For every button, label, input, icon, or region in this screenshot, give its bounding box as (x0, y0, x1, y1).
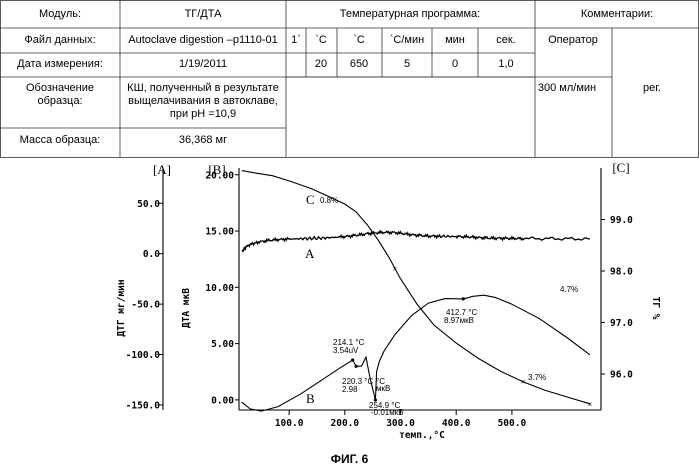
right-tick-label: 96.0 (610, 369, 633, 380)
table-grid (0, 0, 699, 158)
program-header-3: `C (353, 34, 365, 47)
series-line-b (242, 295, 590, 411)
x-tick-label: 100.0 (275, 418, 304, 429)
series-line-c (242, 171, 590, 404)
right-tick-label: 99.0 (610, 215, 633, 226)
left-tick-label: 0.0 (143, 249, 160, 260)
sample-info-table: Модуль: ТГ/ДТА Температурная программа: … (0, 0, 699, 158)
annotation-min-val: -0.01мкВ (371, 408, 404, 417)
x-tick-label: 300.0 (386, 418, 415, 429)
program-value-2: 650 (350, 58, 368, 71)
x-tick-label: 200.0 (331, 418, 360, 429)
annotation-tg-3-7: 3.7% (528, 373, 546, 382)
program-header-1: 1` (291, 34, 301, 47)
panel-label-c: [C] (612, 160, 629, 175)
mid-tick-label: 5.00 (211, 339, 234, 350)
panel-label-b: [B] (208, 162, 225, 177)
measure-date-value: 1/19/2011 (179, 58, 227, 71)
tg-marker: × (588, 400, 593, 409)
program-value-4: 0 (452, 58, 458, 71)
peak-marker (355, 365, 358, 368)
thermal-analysis-chart: 100.0 200.0 300.0 400.0 500.0 50.0 0.0 -50.0 -10… (0, 158, 699, 470)
annotation-tg-4-7: 4.7% (560, 285, 578, 294)
x-axis-title: темп.,°С (399, 430, 445, 441)
annotation-peak1-val: 3.54uV (333, 346, 359, 355)
right-axis-title: ТГ % (650, 297, 661, 320)
mid-axis-title: ДТА мкВ (181, 288, 192, 328)
peak-marker (351, 358, 354, 361)
curve-label-c: C (306, 192, 315, 207)
module-value: ТГ/ДТА (185, 8, 222, 21)
mass-label: Масса образца: (20, 134, 101, 147)
reg-value: рег. (643, 82, 661, 95)
series-line-a (242, 231, 590, 251)
figure-caption: ФИГ. 6 (0, 452, 699, 466)
chart-svg: 100.0 200.0 300.0 400.0 500.0 50.0 0.0 -50.0 -10… (0, 158, 699, 452)
left-axis-title: ДТГ мг/мин (116, 279, 127, 336)
flow-value: 300 мл/мин (538, 82, 596, 95)
temp-program-header: Температурная программа: (340, 8, 480, 21)
program-header-2: `C (315, 34, 327, 47)
left-tick-label: -150.0 (126, 400, 161, 411)
measure-date-label: Дата измерения: (17, 58, 103, 71)
left-tick-label: 50.0 (137, 199, 160, 210)
curve-label-a: A (305, 246, 315, 261)
program-value-1: 20 (315, 58, 327, 71)
mid-tick-label: 15.00 (205, 227, 234, 238)
right-tick-label: 97.0 (610, 318, 633, 329)
program-value-5: 1,0 (498, 58, 513, 71)
left-tick-label: -50.0 (131, 300, 160, 311)
tg-marker: × (521, 378, 526, 387)
program-header-5: мин (445, 34, 465, 47)
program-value-3: 5 (404, 58, 410, 71)
left-tick-label: -100.0 (126, 350, 161, 361)
program-header-4: `C/мин (390, 34, 424, 47)
mid-tick-label: 0.00 (211, 395, 234, 406)
peak-marker (462, 297, 465, 300)
comments-header: Комментарии: (581, 8, 653, 21)
annotation-peak2-unit2: мкВ (376, 384, 390, 393)
program-header-6: сек. (496, 34, 516, 47)
sample-value: КШ, полученный в результате выщелачивани… (124, 82, 282, 121)
sample-label: Обозначение образца: (4, 82, 116, 108)
operator-label: Оператор (548, 34, 598, 47)
panel-label-a: [A] (153, 162, 171, 177)
module-label: Модуль: (39, 8, 81, 21)
right-tick-label: 98.0 (610, 266, 633, 277)
annotation-c-pct: 0.8% (320, 196, 338, 205)
x-tick-label: 400.0 (442, 418, 471, 429)
curve-label-b: B (306, 391, 315, 406)
annotation-peak2-val: 2.98 (342, 385, 358, 394)
mass-value: 36,368 мг (179, 134, 227, 147)
data-file-label: Файл данных: (24, 34, 95, 47)
data-file-value: Autoclave digestion –p1110-01 (128, 34, 277, 47)
annotation-peak3-val: 8.97мкВ (444, 316, 474, 325)
mid-tick-label: 10.00 (205, 283, 234, 294)
tg-marker: × (393, 264, 398, 273)
x-tick-label: 500.0 (498, 418, 527, 429)
